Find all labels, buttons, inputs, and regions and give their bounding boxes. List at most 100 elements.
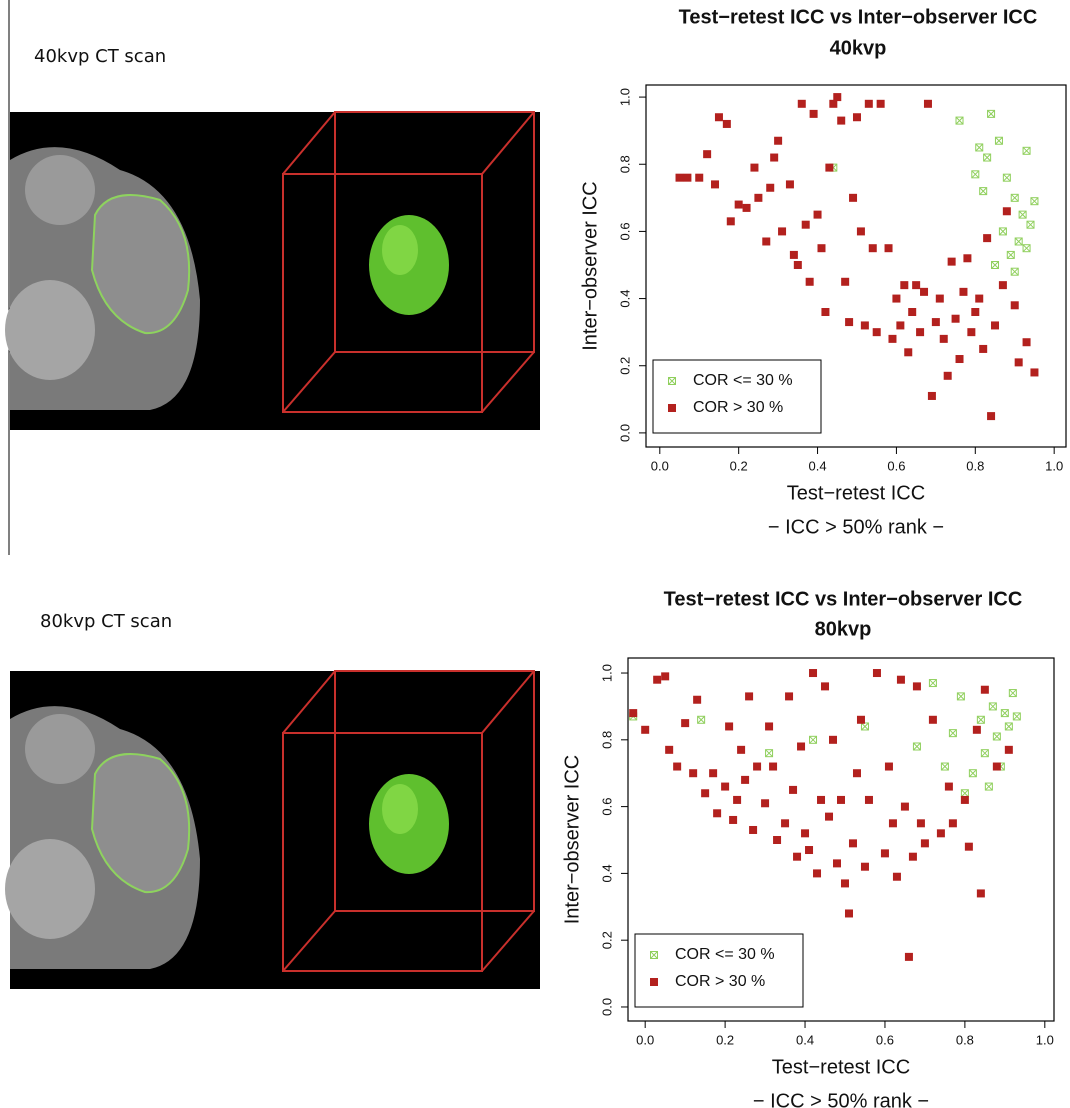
- point-cross: [971, 170, 979, 178]
- point-square: [729, 815, 738, 824]
- point-square: [988, 702, 997, 711]
- point-square: [908, 308, 917, 317]
- point: [1022, 338, 1031, 347]
- point: [711, 180, 720, 189]
- point-square: [749, 825, 758, 834]
- point: [955, 355, 964, 364]
- y-tick-label: 0.2: [617, 357, 632, 375]
- point-square: [849, 193, 858, 202]
- point-square: [976, 889, 985, 898]
- point-square: [733, 795, 742, 804]
- point: [797, 99, 806, 108]
- point: [1030, 197, 1039, 206]
- point-square: [896, 321, 905, 330]
- point: [673, 762, 682, 771]
- point-square: [713, 809, 722, 818]
- point-cross: [765, 749, 773, 757]
- point: [984, 782, 993, 791]
- y-axis-label: Inter−observer ICC: [561, 755, 583, 925]
- point: [1014, 237, 1023, 246]
- point: [904, 348, 913, 357]
- point: [785, 180, 794, 189]
- point: [725, 722, 734, 731]
- point: [837, 116, 846, 125]
- point-square: [955, 355, 964, 364]
- point: [793, 852, 802, 861]
- point: [960, 789, 969, 798]
- point-square: [912, 682, 921, 691]
- point-square: [837, 795, 845, 804]
- point: [940, 762, 949, 771]
- point: [741, 775, 750, 784]
- point: [908, 308, 917, 317]
- point: [860, 321, 869, 330]
- point-square: [714, 113, 723, 122]
- x-tick-label: 0.0: [636, 1032, 654, 1047]
- point-square: [864, 99, 873, 108]
- point-square: [1012, 712, 1021, 721]
- y-tick-label: 1.0: [599, 664, 614, 682]
- point: [1002, 207, 1011, 216]
- point-square: [742, 203, 751, 212]
- point-square: [900, 281, 909, 290]
- point-square: [936, 829, 945, 838]
- point: [770, 153, 779, 162]
- point: [948, 729, 957, 738]
- point: [761, 799, 770, 808]
- point: [825, 812, 834, 821]
- point-square: [668, 377, 676, 385]
- point-square: [904, 348, 913, 357]
- point: [773, 836, 782, 845]
- point: [872, 669, 881, 678]
- point: [884, 762, 893, 771]
- point: [975, 294, 984, 303]
- point-square: [697, 715, 706, 724]
- point-square: [722, 119, 731, 128]
- scan-label: 40kvp CT scan: [34, 46, 166, 67]
- point-square: [770, 153, 779, 162]
- point-square: [805, 277, 814, 286]
- point-square: [1002, 173, 1011, 182]
- point: [1004, 722, 1013, 731]
- point-cross: [1001, 709, 1009, 717]
- point-square: [971, 308, 980, 317]
- point-square: [972, 725, 981, 734]
- point-square: [900, 802, 909, 811]
- point-square: [991, 321, 1000, 330]
- point: [988, 702, 997, 711]
- point-square: [959, 287, 968, 296]
- x-axis-label: Test−retest ICC: [772, 1056, 910, 1078]
- point: [968, 769, 977, 778]
- point-square: [992, 732, 1001, 741]
- point-square: [892, 872, 901, 881]
- point-square: [701, 789, 710, 798]
- point-square: [773, 836, 782, 845]
- point-square: [1014, 237, 1023, 246]
- point-square: [994, 136, 1003, 145]
- point-cross: [1005, 723, 1013, 730]
- point-square: [789, 785, 798, 794]
- point: [1022, 146, 1031, 155]
- point: [829, 735, 838, 744]
- point-square: [683, 173, 692, 182]
- point: [837, 795, 845, 804]
- point-square: [860, 321, 869, 330]
- point: [1006, 250, 1015, 259]
- y-tick-label: 0.4: [599, 864, 614, 882]
- point: [709, 769, 718, 778]
- point-square: [848, 839, 857, 848]
- point-cross: [1027, 221, 1034, 229]
- point-cross: [809, 736, 817, 744]
- point-cross: [985, 783, 993, 790]
- point-square: [1010, 301, 1019, 310]
- point-cross: [1003, 174, 1011, 182]
- point-square: [939, 334, 948, 343]
- point: [661, 672, 670, 681]
- x-tick-label: 0.2: [730, 458, 748, 473]
- point: [701, 789, 710, 798]
- point: [971, 170, 980, 179]
- point-square: [813, 210, 822, 219]
- point: [675, 173, 684, 182]
- point-square: [778, 227, 787, 236]
- point: [991, 321, 1000, 330]
